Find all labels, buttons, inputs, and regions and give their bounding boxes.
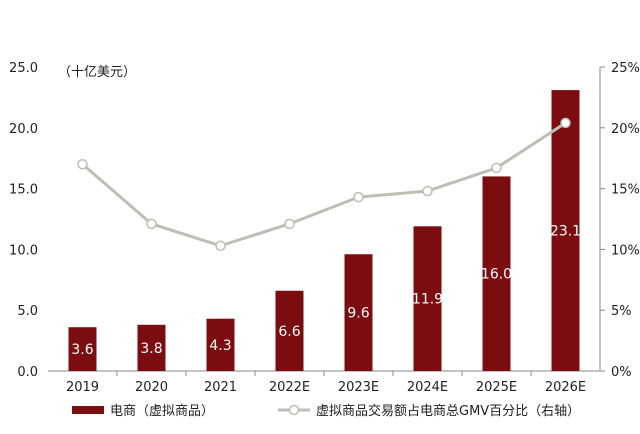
left-tick-label: 0.0	[17, 365, 38, 380]
legend-label-line: 虚拟商品交易额占电商总GMV百分比（右轴）	[316, 403, 580, 419]
bar	[206, 318, 235, 371]
line-point	[491, 162, 502, 174]
left-axis-unit-label: （十亿美元）	[58, 65, 136, 80]
bar	[68, 327, 97, 371]
bar	[344, 254, 373, 371]
bar-value-label: 23.1	[550, 224, 581, 240]
legend-swatch-marker	[288, 404, 300, 416]
bar	[413, 226, 442, 371]
x-tick-label: 2022E	[269, 380, 310, 395]
right-tick-label: 5%	[611, 304, 632, 319]
bar-value-label: 3.8	[140, 341, 162, 357]
right-tick-label: 20%	[611, 122, 640, 137]
legend-label-bar: 电商（虚拟商品）	[110, 404, 214, 419]
right-axis: 0% 5% 10% 15% 20% 25%	[600, 61, 640, 380]
left-tick-label: 15.0	[9, 183, 38, 198]
line-series	[77, 117, 571, 252]
x-tick-label: 2024E	[407, 380, 448, 395]
line-point	[77, 159, 88, 170]
x-tick-label: 2021	[204, 380, 237, 395]
bar-value-label: 4.3	[209, 338, 231, 354]
line-point	[353, 191, 364, 203]
bar-value-label: 3.6	[71, 342, 93, 358]
line-point	[284, 218, 295, 230]
left-tick-label: 5.0	[17, 304, 38, 319]
x-tick-label: 2020	[135, 380, 168, 395]
left-tick-label: 10.0	[9, 243, 38, 258]
bar	[482, 176, 511, 371]
right-tick-label: 0%	[611, 365, 632, 380]
right-tick-label: 15%	[611, 183, 640, 198]
right-tick-label: 10%	[611, 243, 640, 258]
bar	[275, 290, 304, 371]
right-tick-label: 25%	[611, 61, 640, 76]
line-point	[422, 185, 433, 197]
bar-value-label: 9.6	[347, 306, 369, 322]
x-axis: 2019 2020 2021 2022E 2023E 2024E 2025E 2026E	[66, 371, 586, 395]
legend: 电商（虚拟商品） 虚拟商品交易额占电商总GMV百分比（右轴）	[72, 403, 580, 419]
x-tick-label: 2019	[66, 380, 99, 395]
bar	[551, 90, 580, 371]
left-axis: 0.0 5.0 10.0 15.0 20.0 25.0	[9, 61, 38, 380]
line-point	[215, 240, 226, 252]
x-tick-label: 2023E	[338, 380, 379, 395]
line-path	[81, 121, 567, 248]
legend-swatch-bar	[72, 406, 104, 414]
x-tick-label: 2025E	[476, 380, 517, 395]
line-point	[560, 117, 571, 129]
bar-value-label: 11.9	[412, 292, 443, 308]
bar-value-label: 16.0	[481, 267, 512, 283]
bar-series: 3.6 3.8 4.3 6.6 9.6 11.9 16.0 23.1	[68, 90, 581, 371]
bar	[137, 324, 166, 371]
line-point	[146, 218, 157, 230]
bar-value-label: 6.6	[278, 324, 300, 340]
x-tick-label: 2026E	[545, 380, 586, 395]
left-tick-label: 20.0	[9, 122, 38, 137]
left-tick-label: 25.0	[9, 61, 38, 76]
